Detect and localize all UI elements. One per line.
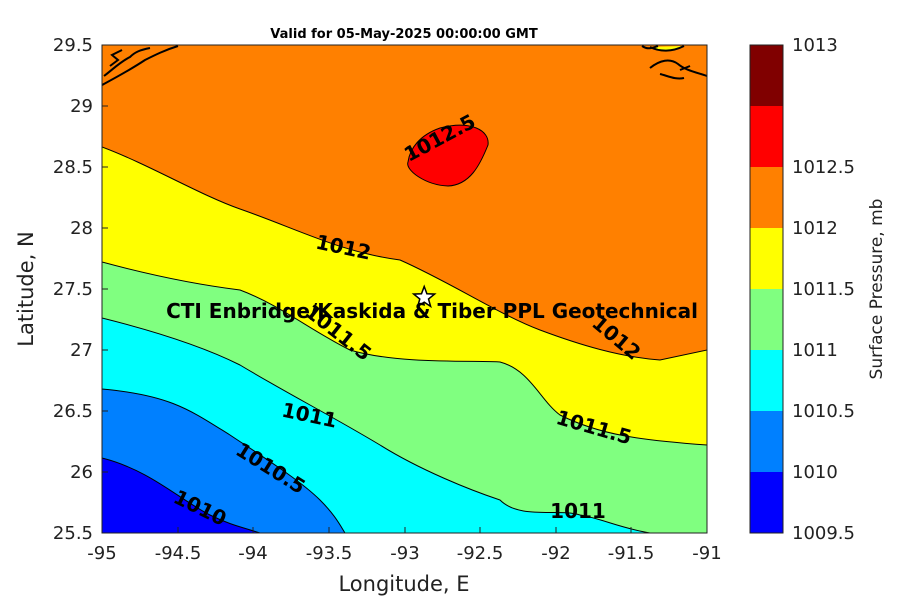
x-tick-label: -91.5: [608, 543, 655, 564]
coastline: [102, 45, 707, 86]
y-axis: 25.5 26 26.5 27 27.5 28 28.5 29 29.5 Lat…: [14, 35, 108, 544]
pressure-band-1009.5: [102, 457, 261, 533]
colorbar-tick-label: 1012.5: [792, 157, 855, 178]
contour-label: 1011: [550, 499, 606, 523]
y-axis-label: Latitude, N: [14, 231, 38, 347]
x-tick-label: -95: [87, 543, 116, 564]
y-tick-marks: [102, 44, 108, 534]
colorbar-tick-label: 1010: [792, 462, 838, 483]
site-label: CTI Enbridge/Kaskida & Tiber PPL Geotech…: [166, 299, 698, 323]
y-tick-label: 26: [70, 462, 93, 483]
x-tick-label: -92: [541, 543, 570, 564]
colorbar-segment: [750, 411, 783, 472]
colorbar-segment: [750, 289, 783, 350]
colorbar-segment: [750, 228, 783, 289]
y-tick-label: 28.5: [53, 157, 93, 178]
x-tick-label: -91: [692, 543, 721, 564]
contour-plot-area: 1012.5 1012 1012 1011.5 1011.5 1011 1011…: [102, 45, 707, 533]
colorbar-segment: [750, 45, 783, 106]
x-tick-label: -94: [238, 543, 267, 564]
colorbar-tick-label: 1013: [792, 35, 838, 56]
x-tick-marks: [101, 527, 708, 533]
y-tick-label: 27: [70, 340, 93, 361]
x-axis: -95 -94.5 -94 -93.5 -93 -92.5 -92 -91.5 …: [87, 527, 722, 596]
colorbar-segment: [750, 106, 783, 167]
x-tick-label: -93: [390, 543, 419, 564]
y-tick-label: 26.5: [53, 401, 93, 422]
x-tick-label: -93.5: [306, 543, 353, 564]
y-tick-label: 27.5: [53, 279, 93, 300]
x-tick-label: -92.5: [457, 543, 504, 564]
colorbar-segment: [750, 472, 783, 533]
y-tick-label: 28: [70, 218, 93, 239]
x-tick-label: -94.5: [155, 543, 202, 564]
colorbar-tick-label: 1011: [792, 340, 838, 361]
map-title: Valid for 05-May-2025 00:00:00 GMT: [270, 27, 538, 42]
colorbar: 1009.5 1010 1010.5 1011 1011.5 1012 1012…: [749, 35, 887, 544]
colorbar-tick-label: 1009.5: [792, 523, 855, 544]
y-tick-label: 25.5: [53, 523, 93, 544]
x-axis-label: Longitude, E: [338, 572, 469, 596]
site-star-marker: [411, 284, 437, 309]
colorbar-tick-label: 1012: [792, 218, 838, 239]
colorbar-label: Surface Pressure, mb: [867, 199, 887, 380]
colorbar-segment: [750, 350, 783, 411]
colorbar-frame: [749, 44, 784, 534]
colorbar-tick-label: 1010.5: [792, 401, 855, 422]
pressure-high-1012.5: [407, 124, 489, 187]
y-tick-label: 29: [70, 96, 93, 117]
y-tick-label: 29.5: [53, 35, 93, 56]
colorbar-tick-label: 1011.5: [792, 279, 855, 300]
colorbar-segment: [750, 167, 783, 228]
